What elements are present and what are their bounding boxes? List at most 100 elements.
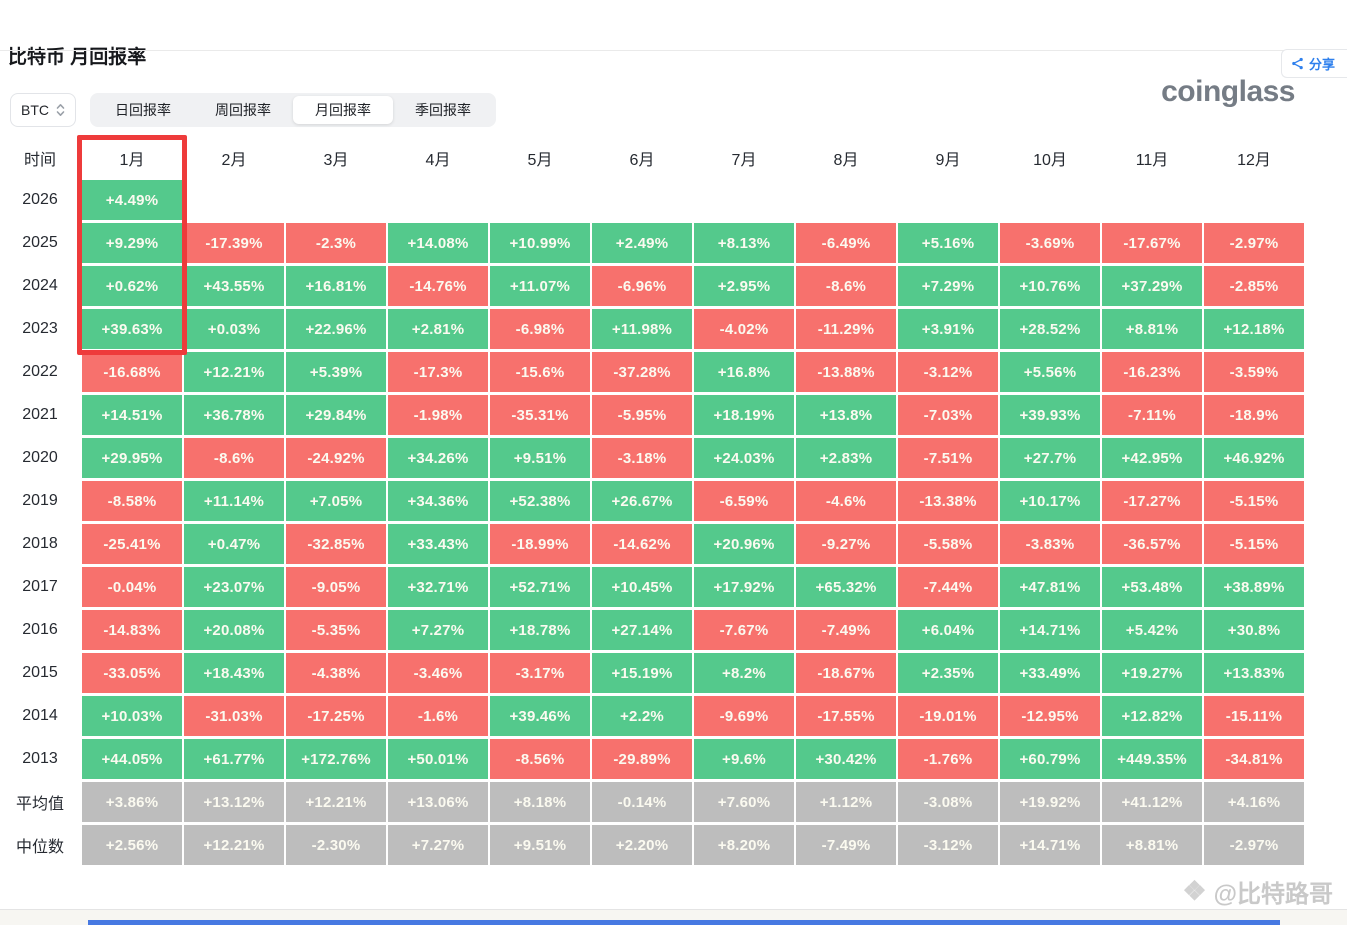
return-cell: -1.76%: [898, 739, 998, 779]
return-cell: -6.59%: [694, 481, 794, 521]
return-cell: +20.96%: [694, 524, 794, 564]
chevron-updown-icon: [56, 104, 65, 116]
row-label: 2025: [22, 234, 58, 251]
month-header: 7月: [731, 152, 757, 169]
return-cell: +1.12%: [796, 782, 896, 822]
table-row: 2025 +9.29% -17.39% -2.3% +14.08% +10.99% +2.4…: [0, 223, 1347, 263]
table-row: 2024 +0.62% +43.55% +16.81% -14.76% +11.07% -6…: [0, 266, 1347, 306]
return-cell: +3.91%: [898, 309, 998, 349]
row-label: 2014: [22, 707, 58, 724]
return-cell: [796, 180, 896, 220]
return-cell: -9.27%: [796, 524, 896, 564]
table-row: 2017 -0.04% +23.07% -9.05% +32.71% +52.71% +10…: [0, 567, 1347, 607]
return-cell: +65.32%: [796, 567, 896, 607]
return-cell: +2.83%: [796, 438, 896, 478]
return-cell: -6.96%: [592, 266, 692, 306]
return-cell: +39.63%: [82, 309, 182, 349]
share-button[interactable]: 分享: [1280, 49, 1347, 78]
return-cell: +2.35%: [898, 653, 998, 693]
return-cell: +33.49%: [1000, 653, 1100, 693]
return-cell: -17.25%: [286, 696, 386, 736]
return-cell: +15.19%: [592, 653, 692, 693]
return-cell: -3.12%: [898, 352, 998, 392]
row-label: 2026: [22, 191, 58, 208]
return-cell: -17.67%: [1102, 223, 1202, 263]
return-cell: +28.52%: [1000, 309, 1100, 349]
return-cell: +14.71%: [1000, 825, 1100, 865]
row-label: 2021: [22, 406, 58, 423]
tab-quarterly-returns[interactable]: 季回报率: [415, 102, 471, 118]
return-cell: -32.85%: [286, 524, 386, 564]
share-label: 分享: [1308, 57, 1335, 72]
return-cell: -7.49%: [796, 610, 896, 650]
bottom-scroll-bar[interactable]: [88, 920, 1280, 925]
return-cell: -3.83%: [1000, 524, 1100, 564]
tab-daily-returns[interactable]: 日回报率: [115, 102, 171, 118]
return-cell: -8.6%: [796, 266, 896, 306]
return-cell: -7.03%: [898, 395, 998, 435]
time-header: 时间: [23, 152, 56, 169]
return-cell: +17.92%: [694, 567, 794, 607]
return-cell: -16.23%: [1102, 352, 1202, 392]
return-cell: -5.95%: [592, 395, 692, 435]
return-cell: [1204, 180, 1304, 220]
return-cell: [490, 180, 590, 220]
return-cell: -2.85%: [1204, 266, 1304, 306]
return-cell: -36.57%: [1102, 524, 1202, 564]
return-cell: +27.14%: [592, 610, 692, 650]
return-cell: +47.81%: [1000, 567, 1100, 607]
return-cell: -7.49%: [796, 825, 896, 865]
return-cell: +0.03%: [184, 309, 284, 349]
month-header: 4月: [425, 152, 451, 169]
month-header: 1月: [119, 152, 145, 169]
return-cell: [1000, 180, 1100, 220]
return-cell: +13.83%: [1204, 653, 1304, 693]
return-cell: +7.05%: [286, 481, 386, 521]
row-label: 2015: [22, 664, 58, 681]
table-body: 2026 +4.49% 2025 +9.29% -17.39% -2.3% +14.08% +…: [0, 180, 1347, 865]
table-row: 平均值 +3.86% +13.12% +12.21% +13.06% +8.18% -0.1…: [0, 782, 1347, 822]
table-row: 2026 +4.49%: [0, 180, 1347, 220]
return-cell: -17.39%: [184, 223, 284, 263]
return-cell: +42.95%: [1102, 438, 1202, 478]
row-label: 2019: [22, 492, 58, 509]
table-row: 2020 +29.95% -8.6% -24.92% +34.26% +9.51% -3.1…: [0, 438, 1347, 478]
return-cell: -3.59%: [1204, 352, 1304, 392]
return-cell: -24.92%: [286, 438, 386, 478]
month-header: 8月: [833, 152, 859, 169]
return-cell: -29.89%: [592, 739, 692, 779]
return-cell: +13.12%: [184, 782, 284, 822]
coin-selector[interactable]: BTC: [10, 93, 76, 127]
return-cell: -0.04%: [82, 567, 182, 607]
tab-weekly-returns[interactable]: 周回报率: [215, 102, 271, 118]
return-cell: -8.58%: [82, 481, 182, 521]
return-cell: +8.13%: [694, 223, 794, 263]
return-cell: +19.27%: [1102, 653, 1202, 693]
return-cell: +10.03%: [82, 696, 182, 736]
return-cell: +18.78%: [490, 610, 590, 650]
return-cell: +8.20%: [694, 825, 794, 865]
diamond-icon: ❖: [1182, 876, 1207, 906]
return-cell: +20.08%: [184, 610, 284, 650]
return-cell: +7.27%: [388, 610, 488, 650]
tab-monthly-returns[interactable]: 月回报率: [293, 96, 393, 124]
return-cell: -18.99%: [490, 524, 590, 564]
return-cell: +7.29%: [898, 266, 998, 306]
return-cell: +52.38%: [490, 481, 590, 521]
return-cell: -18.67%: [796, 653, 896, 693]
row-label: 2013: [22, 750, 58, 767]
table-header-row: 时间 1月 2月 3月 4月 5月 6月 7月 8月 9月 10月 11月 12月: [0, 139, 1347, 177]
return-cell: -7.44%: [898, 567, 998, 607]
month-header: 2月: [221, 152, 247, 169]
return-cell: -2.30%: [286, 825, 386, 865]
return-cell: +10.17%: [1000, 481, 1100, 521]
return-cell: +8.2%: [694, 653, 794, 693]
row-label: 2016: [22, 621, 58, 638]
table-row: 中位数 +2.56% +12.21% -2.30% +7.27% +9.51% +2.20%…: [0, 825, 1347, 865]
return-cell: +10.99%: [490, 223, 590, 263]
return-cell: +52.71%: [490, 567, 590, 607]
table-row: 2022 -16.68% +12.21% +5.39% -17.3% -15.6% -37.…: [0, 352, 1347, 392]
return-cell: +2.49%: [592, 223, 692, 263]
return-cell: +12.21%: [184, 825, 284, 865]
return-cell: [286, 180, 386, 220]
